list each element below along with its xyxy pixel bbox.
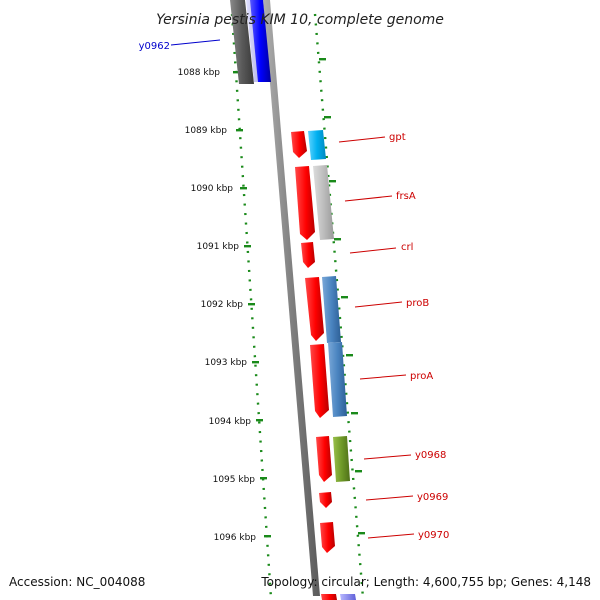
gene-label-crl[interactable]: crl bbox=[401, 242, 413, 253]
gene-y0969-forward[interactable] bbox=[319, 492, 332, 508]
gene-crl-forward[interactable] bbox=[301, 242, 315, 268]
kbp-tick bbox=[248, 303, 255, 306]
leader-gpt bbox=[338, 136, 386, 143]
gene-proB-forward[interactable] bbox=[305, 277, 324, 341]
leader-proA bbox=[359, 374, 407, 380]
label-leader-lines bbox=[170, 39, 415, 539]
genome-backbone bbox=[263, 0, 320, 596]
gene-label-proA[interactable]: proA bbox=[410, 371, 433, 382]
feature-proA[interactable] bbox=[328, 342, 347, 417]
leader-frsA bbox=[344, 195, 393, 202]
forward-genes bbox=[291, 131, 337, 600]
outer-tick-track bbox=[313, 13, 365, 599]
feature-gpt[interactable] bbox=[308, 130, 326, 160]
accession-text: Accession: NC_004088 bbox=[9, 575, 145, 589]
gene-bottom-forward[interactable] bbox=[321, 594, 337, 600]
kbp-label: 1091 kbp bbox=[197, 242, 240, 252]
outer-tick bbox=[334, 238, 341, 241]
gene-y0970-forward[interactable] bbox=[320, 522, 335, 553]
kbp-tick bbox=[244, 245, 251, 248]
feature-y0968[interactable] bbox=[333, 436, 350, 482]
feature-proB[interactable] bbox=[322, 276, 341, 343]
kbp-label: 1093 kbp bbox=[205, 358, 248, 368]
gene-y0962-reverse[interactable] bbox=[230, 0, 254, 84]
feature-bottom[interactable] bbox=[340, 594, 356, 600]
kbp-tick bbox=[252, 361, 259, 364]
outer-tick bbox=[329, 180, 336, 183]
kbp-label: 1092 kbp bbox=[201, 300, 244, 310]
kbp-label: 1088 kbp bbox=[178, 68, 221, 78]
outer-tick bbox=[324, 116, 331, 119]
outer-tick bbox=[319, 58, 326, 61]
feature-bars bbox=[308, 130, 356, 600]
kbp-tick bbox=[260, 477, 267, 480]
gene-label-proB[interactable]: proB bbox=[406, 298, 429, 309]
topology-text: Topology: circular; Length: 4,600,755 bp… bbox=[260, 575, 591, 589]
gene-labels: y0962 gpt frsA crl proB proA y0968 y0969… bbox=[139, 41, 450, 541]
outer-kbp-ticks bbox=[319, 58, 365, 535]
kbp-label: 1095 kbp bbox=[213, 475, 256, 485]
gene-label-y0962[interactable]: y0962 bbox=[139, 41, 170, 52]
gene-proA-forward[interactable] bbox=[310, 344, 329, 418]
reverse-genes bbox=[230, 0, 271, 84]
leader-crl bbox=[349, 247, 397, 254]
leader-proB bbox=[354, 301, 403, 308]
kbp-tick bbox=[256, 419, 263, 422]
gene-reverse-light[interactable] bbox=[246, 0, 259, 82]
leader-y0970 bbox=[367, 533, 415, 539]
leader-y0962 bbox=[170, 39, 221, 46]
outer-tick bbox=[355, 470, 362, 473]
kbp-ticks bbox=[233, 71, 271, 538]
kbp-tick bbox=[236, 129, 243, 132]
kbp-label: 1096 kbp bbox=[214, 533, 257, 543]
gene-label-y0969[interactable]: y0969 bbox=[417, 492, 448, 503]
kbp-label: 1094 kbp bbox=[209, 417, 252, 427]
outer-tick bbox=[358, 532, 365, 535]
outer-tick bbox=[346, 354, 353, 357]
leader-y0969 bbox=[365, 495, 414, 501]
kbp-labels: 1088 kbp 1089 kbp 1090 kbp 1091 kbp 1092… bbox=[178, 68, 257, 543]
gene-label-frsA[interactable]: frsA bbox=[396, 191, 416, 202]
gene-reverse-blue[interactable] bbox=[250, 0, 271, 82]
gene-y0968-forward[interactable] bbox=[316, 436, 332, 482]
outer-tick bbox=[351, 412, 358, 415]
gene-label-y0968[interactable]: y0968 bbox=[415, 450, 446, 461]
feature-frsA[interactable] bbox=[313, 165, 334, 240]
gene-gpt-forward[interactable] bbox=[291, 131, 307, 158]
gene-label-gpt[interactable]: gpt bbox=[389, 132, 406, 143]
kbp-tick bbox=[233, 71, 240, 74]
genome-title: Yersinia pestis KIM 10, complete genome bbox=[156, 12, 444, 28]
kbp-label: 1089 kbp bbox=[185, 126, 228, 136]
kbp-label: 1090 kbp bbox=[191, 184, 234, 194]
kbp-tick bbox=[264, 535, 271, 538]
kbp-tick bbox=[240, 187, 247, 190]
outer-tick bbox=[341, 296, 348, 299]
gene-frsA-forward[interactable] bbox=[295, 166, 315, 240]
leader-y0968 bbox=[363, 454, 412, 460]
gene-label-y0970[interactable]: y0970 bbox=[418, 530, 449, 541]
